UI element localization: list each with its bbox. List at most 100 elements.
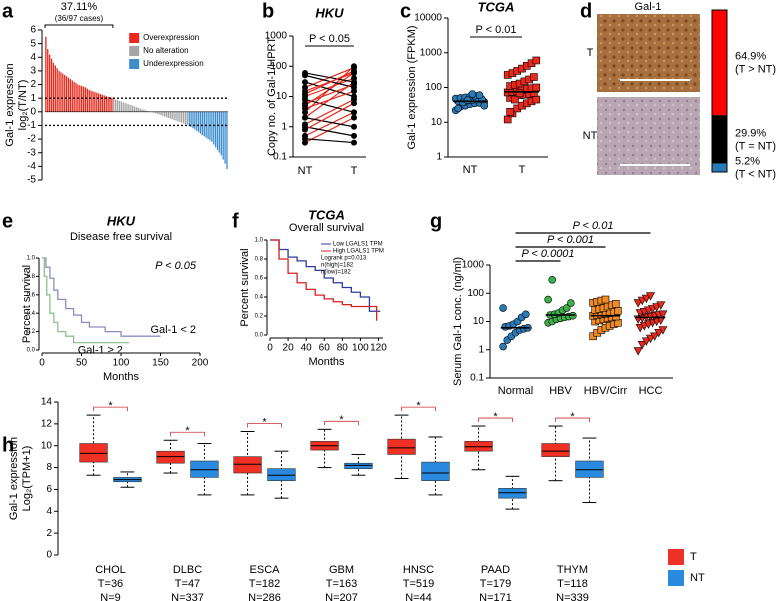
y-tick-label: -1: [27, 120, 36, 131]
pair-line: [304, 126, 355, 137]
bar: [160, 111, 162, 116]
chart-subtitle: Disease free survival: [70, 231, 172, 243]
pair-line: [304, 74, 355, 88]
data-point: [515, 89, 524, 98]
bar: [67, 77, 70, 112]
x-tick-label: 150: [152, 358, 169, 369]
x-tick-label: 100: [352, 343, 369, 354]
y-tick-label: 1000: [420, 47, 443, 58]
x-tick-label: DLBC: [173, 564, 202, 576]
legend-label: High LGALS1 TPM: [333, 249, 384, 255]
bar: [222, 111, 224, 160]
bar: [124, 102, 126, 112]
data-point: [567, 299, 575, 307]
y-tick-label: 1: [30, 93, 36, 104]
y-tick-label: 10000: [414, 13, 442, 24]
bar: [64, 75, 66, 112]
x-tick-label: 60: [319, 343, 331, 354]
pair-line: [304, 102, 355, 131]
box: [344, 462, 373, 469]
bar: [173, 111, 175, 120]
bar: [113, 98, 115, 112]
panel-label: e: [2, 210, 13, 232]
data-point: [351, 81, 357, 88]
survival-curve: [42, 257, 129, 344]
legend-note: n(high)=182: [321, 263, 354, 269]
data-point: [650, 332, 660, 341]
x-tick-label: NT: [298, 165, 313, 177]
y-axis-label: Copy no. of Gal-1/HPRT: [266, 37, 278, 156]
bar: [156, 111, 158, 114]
count-label: N=337: [171, 592, 204, 601]
data-point: [302, 100, 308, 107]
box: [575, 460, 604, 478]
data-point: [302, 126, 308, 133]
bar: [45, 36, 47, 112]
data-point: [562, 304, 571, 312]
bar: [147, 111, 149, 112]
significance-bracket: [401, 406, 436, 412]
data-point: [503, 115, 512, 124]
data-point: [532, 83, 541, 92]
legend-note: n(low)=182: [321, 270, 352, 276]
bar: [107, 96, 109, 112]
chart-title: HKU: [107, 213, 136, 228]
bar: [164, 111, 166, 117]
panel-label: d: [580, 0, 592, 22]
legend-swatch: [129, 46, 140, 56]
data-point: [351, 100, 357, 107]
bracket: [44, 24, 114, 28]
chart-subtitle: Overall survival: [289, 222, 364, 234]
bar: [56, 68, 58, 112]
y-tick-label: 1: [478, 344, 484, 355]
y-tick-label: 1: [436, 152, 442, 163]
pair-line: [304, 77, 355, 98]
significance-mark: *: [570, 411, 575, 423]
segment-caption: (T < NT): [735, 169, 776, 181]
significance-bracket: [324, 420, 359, 426]
panel-label: f: [232, 210, 239, 232]
pair-line: [304, 111, 355, 137]
x-tick-label: NT: [463, 164, 478, 176]
data-point: [468, 90, 477, 98]
annotation: P < 0.05: [309, 33, 350, 45]
bar: [171, 111, 173, 120]
y-tick-label: 100: [270, 61, 287, 72]
bar: [94, 92, 96, 112]
bar: [154, 111, 156, 114]
significance-bracket: [247, 423, 282, 428]
data-point: [637, 340, 647, 350]
curve-label: Gal-1 < 2: [151, 324, 197, 336]
pair-line: [304, 138, 355, 144]
bar: [105, 96, 107, 112]
data-point: [548, 275, 557, 284]
value-label: 5.2%: [735, 156, 760, 168]
bar: [190, 111, 192, 127]
y-tick-label: 0.8: [27, 274, 36, 280]
count-label: T=47: [175, 578, 200, 590]
bar: [226, 111, 228, 170]
bar: [111, 97, 113, 112]
bar: [103, 95, 106, 112]
x-tick-label: ESCA: [250, 564, 281, 576]
bar: [101, 94, 104, 112]
y-tick-label: -5: [27, 175, 36, 186]
bar-outline: [711, 9, 728, 173]
bar: [82, 86, 85, 112]
x-tick-label: CHOL: [95, 564, 126, 576]
data-point: [351, 67, 357, 74]
bar: [60, 72, 62, 112]
significance-bracket: [170, 431, 205, 437]
chart-title: 37.11%: [61, 1, 98, 13]
y-axis-label: Serum Gal-1 conc. (ng/ml): [452, 257, 464, 386]
count-label: T=182: [249, 578, 281, 590]
y-tick-label: 6: [46, 484, 52, 495]
data-point: [511, 95, 519, 104]
data-point: [522, 310, 530, 319]
chart-title: Gal-1: [635, 1, 662, 13]
data-point: [475, 91, 484, 100]
data-point: [351, 88, 357, 95]
box: [464, 441, 493, 452]
bar: [207, 111, 209, 140]
bar: [199, 111, 202, 134]
